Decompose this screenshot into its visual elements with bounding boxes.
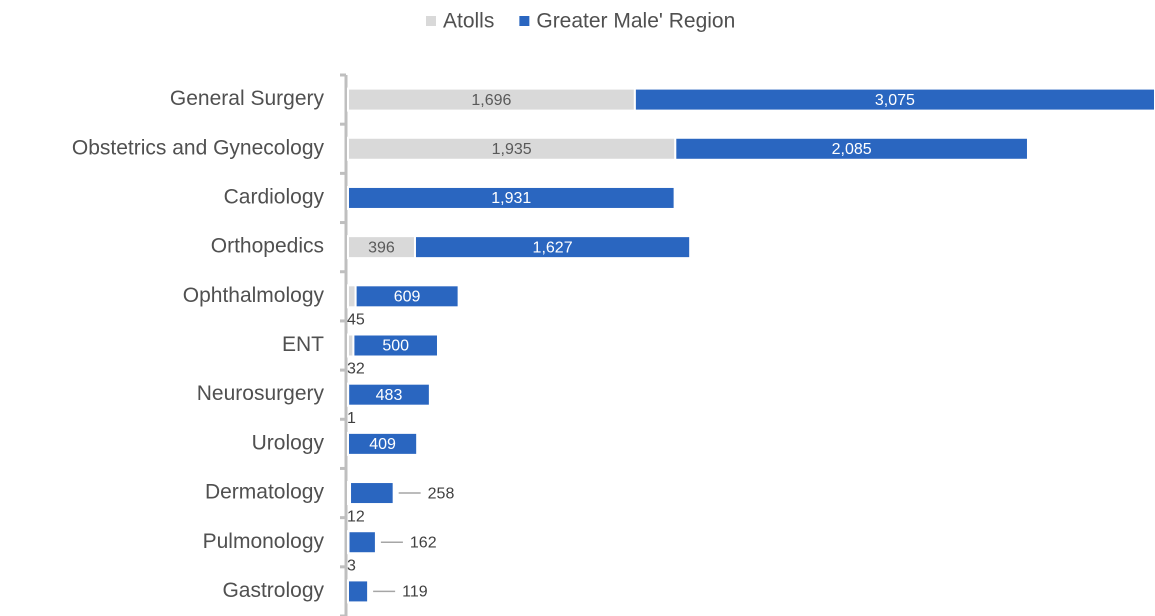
- category-label: Ophthalmology: [183, 284, 325, 307]
- data-label: 609: [394, 289, 421, 306]
- data-label: 1,627: [533, 239, 573, 256]
- bar-segment: [352, 333, 439, 358]
- category-label: Obstetrics and Gynecology: [72, 136, 325, 159]
- data-label: 483: [376, 387, 403, 404]
- category-label: Cardiology: [224, 186, 325, 209]
- bar-segment: [347, 579, 370, 604]
- data-label: 1,931: [491, 190, 531, 207]
- data-label: 12: [347, 508, 365, 525]
- category-label: Urology: [252, 431, 325, 454]
- category-label: Neurosurgery: [197, 382, 325, 405]
- category-label: Orthopedics: [211, 235, 324, 258]
- data-label: 3,075: [875, 92, 915, 109]
- bar-segment: [413, 235, 692, 260]
- category-label: General Surgery: [170, 87, 325, 110]
- category-label: Pulmonology: [203, 530, 325, 553]
- category-label: Dermatology: [205, 481, 325, 504]
- data-label: 409: [369, 436, 396, 453]
- data-label: 32: [347, 361, 365, 378]
- legend-swatch: [519, 16, 530, 26]
- data-label: 45: [347, 312, 365, 329]
- legend-label: Atolls: [443, 10, 494, 33]
- legend-swatch: [426, 16, 436, 26]
- data-label: 500: [382, 338, 409, 355]
- legend-label: Greater Male' Region: [536, 10, 735, 33]
- bar-segment: [347, 185, 676, 210]
- data-label: 3: [347, 557, 356, 574]
- data-label: 2,085: [832, 141, 872, 158]
- bar-segment: [347, 530, 377, 555]
- bar-segment: [354, 284, 460, 309]
- data-label: 162: [410, 534, 437, 551]
- category-label: ENT: [282, 333, 324, 356]
- bar-segment: [633, 87, 1155, 112]
- bar-segment: [347, 284, 357, 309]
- bar-segment: [347, 382, 431, 407]
- data-label: 258: [428, 485, 455, 502]
- category-label: Gastrology: [222, 579, 324, 602]
- bar-segment: [674, 136, 1029, 161]
- data-label: 396: [368, 239, 395, 256]
- data-label: 1: [347, 410, 356, 427]
- data-label: 1,696: [471, 92, 511, 109]
- data-label: 119: [402, 584, 428, 601]
- bar-segment: [347, 431, 419, 456]
- bar-segment: [349, 481, 395, 506]
- data-label: 1,935: [492, 141, 532, 158]
